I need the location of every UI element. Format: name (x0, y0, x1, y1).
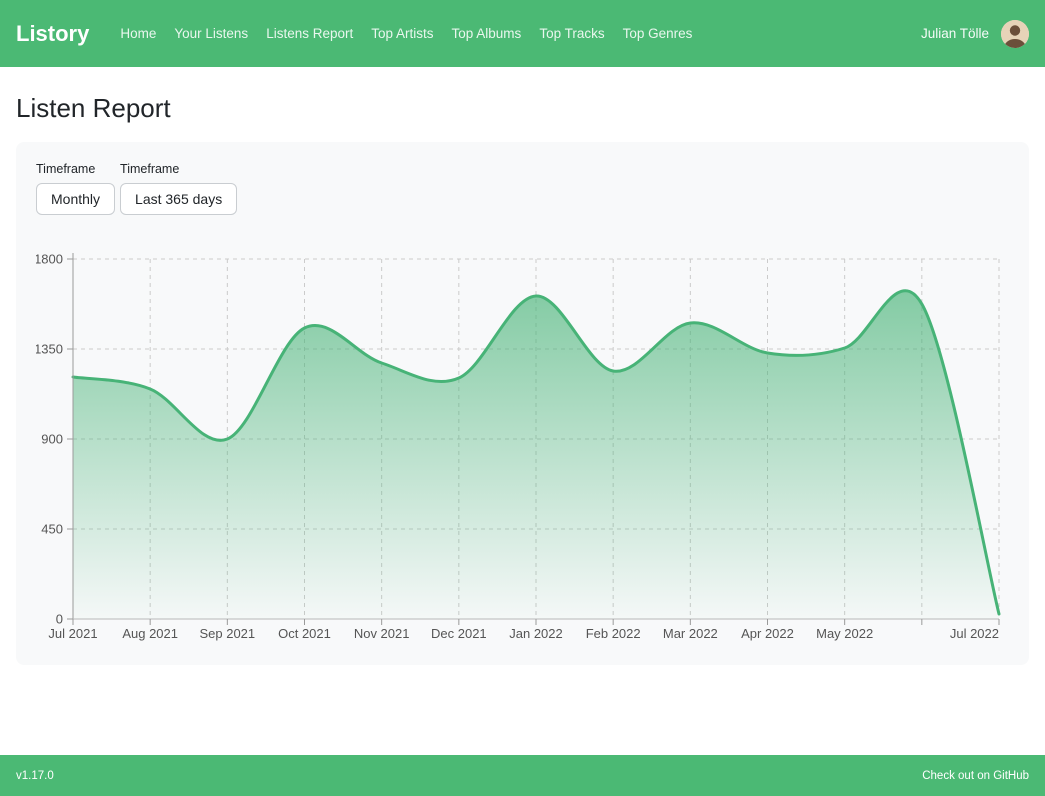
timeframe-range-label: Timeframe (120, 162, 180, 176)
avatar-photo (1001, 19, 1029, 48)
svg-text:900: 900 (41, 432, 63, 447)
svg-text:Feb 2022: Feb 2022 (586, 626, 641, 641)
timeframe-type-button[interactable]: Monthly (36, 183, 116, 215)
footer: v1.17.0 Check out on GitHub (0, 755, 1045, 796)
page-title: Listen Report (16, 93, 171, 123)
svg-text:1350: 1350 (36, 342, 63, 357)
nav-item-top-tracks[interactable]: Top Tracks (539, 26, 605, 41)
svg-text:Aug 2021: Aug 2021 (122, 626, 178, 641)
nav-item-listens-report[interactable]: Listens Report (266, 26, 354, 41)
svg-text:0: 0 (56, 612, 63, 627)
app-version: v1.17.0 (16, 769, 54, 782)
github-link[interactable]: Check out on GitHub (922, 769, 1029, 782)
nav-item-top-artists[interactable]: Top Artists (371, 26, 434, 41)
svg-text:Oct 2021: Oct 2021 (278, 626, 331, 641)
svg-text:Apr 2022: Apr 2022 (741, 626, 794, 641)
svg-text:May 2022: May 2022 (816, 626, 873, 641)
user-avatar[interactable] (1001, 19, 1029, 48)
timeframe-range-group: Timeframe Last 365 days (120, 162, 238, 215)
brand-logo[interactable]: Listory (16, 20, 90, 46)
svg-text:Jul 2021: Jul 2021 (48, 626, 97, 641)
user-menu[interactable]: Julian Tölle (920, 26, 989, 41)
report-card: Timeframe Monthly Timeframe Last 365 day… (16, 142, 1029, 665)
listens-area-chart: 0 450 900 1350 1800 Jul 2021 Aug 2021 Sep 2021 O… (36, 252, 1001, 641)
timeframe-filters: Timeframe Monthly Timeframe Last 365 day… (36, 162, 1009, 215)
timeframe-range-button[interactable]: Last 365 days (120, 183, 238, 215)
svg-text:Sep 2021: Sep 2021 (199, 626, 255, 641)
svg-text:1800: 1800 (36, 252, 63, 267)
nav-item-your-listens[interactable]: Your Listens (174, 26, 249, 41)
nav-item-top-albums[interactable]: Top Albums (451, 26, 522, 41)
svg-text:Mar 2022: Mar 2022 (663, 626, 718, 641)
navbar-right: Julian Tölle (920, 19, 1029, 48)
svg-text:Nov 2021: Nov 2021 (354, 626, 410, 641)
svg-text:450: 450 (41, 522, 63, 537)
svg-text:Jan 2022: Jan 2022 (509, 626, 563, 641)
nav-item-top-genres[interactable]: Top Genres (622, 26, 693, 41)
nav-menu: Home Your Listens Listens Report Top Artist… (111, 26, 701, 41)
navbar: Listory Home Your Listens Listens Report To… (0, 0, 1045, 67)
svg-text:Jul 2022: Jul 2022 (950, 626, 999, 641)
timeframe-type-group: Timeframe Monthly (36, 162, 116, 215)
main-content: Listen Report Timeframe Monthly Timefram… (0, 67, 1045, 665)
svg-text:Dec 2021: Dec 2021 (431, 626, 487, 641)
timeframe-type-label: Timeframe (36, 162, 96, 176)
nav-item-home[interactable]: Home (120, 26, 157, 41)
